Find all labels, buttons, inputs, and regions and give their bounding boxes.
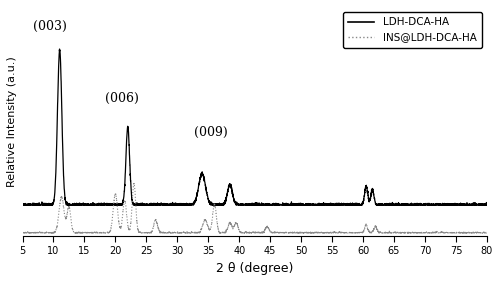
LDH-DCA-HA	[20, 203, 26, 206]
Text: (006): (006)	[104, 92, 138, 105]
X-axis label: 2 θ (degree): 2 θ (degree)	[216, 262, 294, 275]
INS@LDH-DCA-HA	[104, 231, 110, 235]
INS@LDH-DCA-HA	[366, 231, 372, 234]
LDH-DCA-HA	[20, 203, 26, 207]
INS@LDH-DCA-HA	[484, 231, 490, 234]
LDH-DCA-HA	[322, 202, 328, 206]
LDH-DCA-HA	[366, 200, 372, 204]
INS@LDH-DCA-HA	[402, 231, 407, 235]
INS@LDH-DCA-HA	[130, 181, 136, 185]
Line: INS@LDH-DCA-HA: INS@LDH-DCA-HA	[22, 183, 487, 233]
Legend: LDH-DCA-HA, INS@LDH-DCA-HA: LDH-DCA-HA, INS@LDH-DCA-HA	[343, 12, 481, 48]
LDH-DCA-HA	[484, 203, 490, 207]
INS@LDH-DCA-HA	[20, 231, 26, 234]
LDH-DCA-HA	[298, 203, 304, 207]
INS@LDH-DCA-HA	[298, 231, 304, 235]
LDH-DCA-HA	[197, 176, 203, 180]
Text: (009): (009)	[194, 126, 228, 139]
INS@LDH-DCA-HA	[197, 230, 203, 233]
Line: LDH-DCA-HA: LDH-DCA-HA	[22, 49, 487, 205]
LDH-DCA-HA	[104, 203, 110, 207]
INS@LDH-DCA-HA	[20, 231, 26, 235]
LDH-DCA-HA	[56, 47, 62, 51]
INS@LDH-DCA-HA	[322, 231, 328, 235]
Y-axis label: Relative Intensity (a.u.): Relative Intensity (a.u.)	[7, 56, 17, 187]
Text: (003): (003)	[34, 20, 68, 34]
LDH-DCA-HA	[402, 202, 407, 205]
